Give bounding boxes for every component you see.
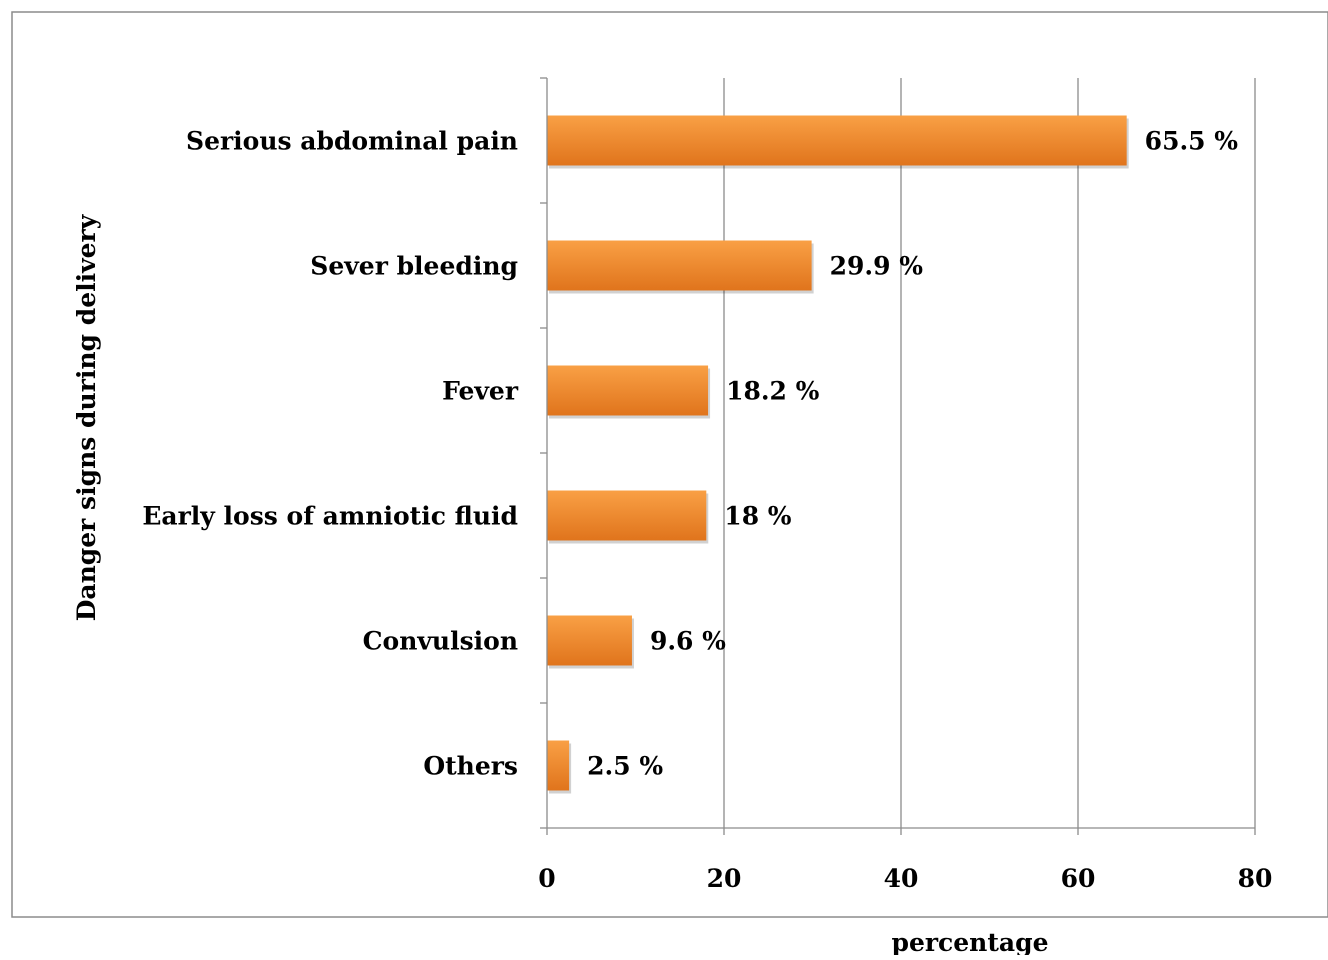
category-label: Fever xyxy=(442,377,519,406)
x-tick-label: 40 xyxy=(884,864,919,893)
labels: 0 20 40 60 80 Serious abdominal pain 65.5 % Sev… xyxy=(142,127,1272,894)
bar xyxy=(547,740,570,791)
x-axis-title: percentage xyxy=(892,928,1049,955)
axes xyxy=(540,77,1256,835)
x-tick-label: 80 xyxy=(1238,864,1273,893)
data-label: 9.6 % xyxy=(650,627,726,656)
bar xyxy=(547,115,1127,166)
x-tick-label: 0 xyxy=(538,864,555,893)
chart-border xyxy=(11,11,1328,918)
category-label: Early loss of amniotic fluid xyxy=(142,502,518,531)
x-tick-label: 60 xyxy=(1061,864,1096,893)
category-label: Sever bleeding xyxy=(310,252,518,281)
category-label: Serious abdominal pain xyxy=(186,127,518,156)
bar xyxy=(547,365,709,416)
data-label: 18 % xyxy=(724,502,791,531)
data-label: 65.5 % xyxy=(1145,127,1239,156)
data-label: 2.5 % xyxy=(587,752,663,781)
gridlines xyxy=(723,78,1256,828)
category-label: Convulsion xyxy=(363,627,518,656)
bar xyxy=(547,240,812,291)
x-tick-label: 20 xyxy=(707,864,742,893)
category-label: Others xyxy=(423,752,518,781)
bars xyxy=(547,115,1129,794)
data-label: 18.2 % xyxy=(726,377,820,406)
bar xyxy=(547,615,632,666)
bar xyxy=(547,490,707,541)
data-label: 29.9 % xyxy=(830,252,924,281)
y-axis-title: Danger signs during delivery xyxy=(72,213,101,621)
